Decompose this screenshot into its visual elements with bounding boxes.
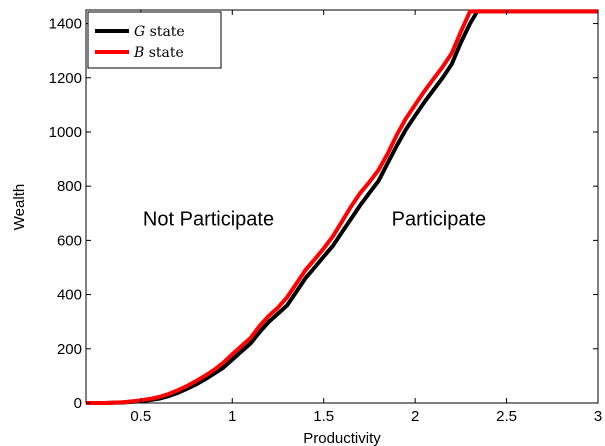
y-tick-label: 200 xyxy=(57,341,82,358)
legend-label-b: B state xyxy=(133,45,184,61)
x-tick-label: 2.5 xyxy=(496,408,517,425)
legend-box xyxy=(87,11,222,69)
ticks-layer: 0.5 1 1.5 2 2.5 3 0 200 400 600 800 1000 1200 1400 xyxy=(49,10,602,425)
annotation-participate: Participate xyxy=(392,209,487,231)
legend-suffix-b: state xyxy=(144,45,184,61)
y-axis-label: Wealth xyxy=(11,184,28,230)
series-layer xyxy=(86,9,598,405)
y-tick-label: 800 xyxy=(57,178,82,195)
y-tick-label: 0 xyxy=(74,395,82,412)
legend-symbol-b: B xyxy=(133,45,144,61)
legend-label-g: G state xyxy=(134,24,185,40)
legend-suffix-g: state xyxy=(145,24,185,40)
y-tick-label: 1200 xyxy=(49,70,82,87)
x-tick-label: 3 xyxy=(594,408,602,425)
legend: G state B state xyxy=(87,11,222,69)
annotation-not-participate: Not Participate xyxy=(143,209,274,231)
y-tick-label: 1400 xyxy=(49,16,82,33)
x-axis-label: Productivity xyxy=(303,430,381,446)
x-tick-label: 1.5 xyxy=(313,408,334,425)
y-tick-label: 1000 xyxy=(49,124,82,141)
series-line-g xyxy=(86,9,598,405)
legend-symbol-g: G xyxy=(134,24,145,40)
y-tick-label: 400 xyxy=(57,287,82,304)
x-tick-label: 2 xyxy=(411,408,419,425)
x-tick-label: 1 xyxy=(228,408,236,425)
series-line-b xyxy=(86,9,598,405)
y-tick-label: 600 xyxy=(57,232,82,249)
x-tick-label: 0.5 xyxy=(130,408,151,425)
plot-area xyxy=(85,9,599,404)
